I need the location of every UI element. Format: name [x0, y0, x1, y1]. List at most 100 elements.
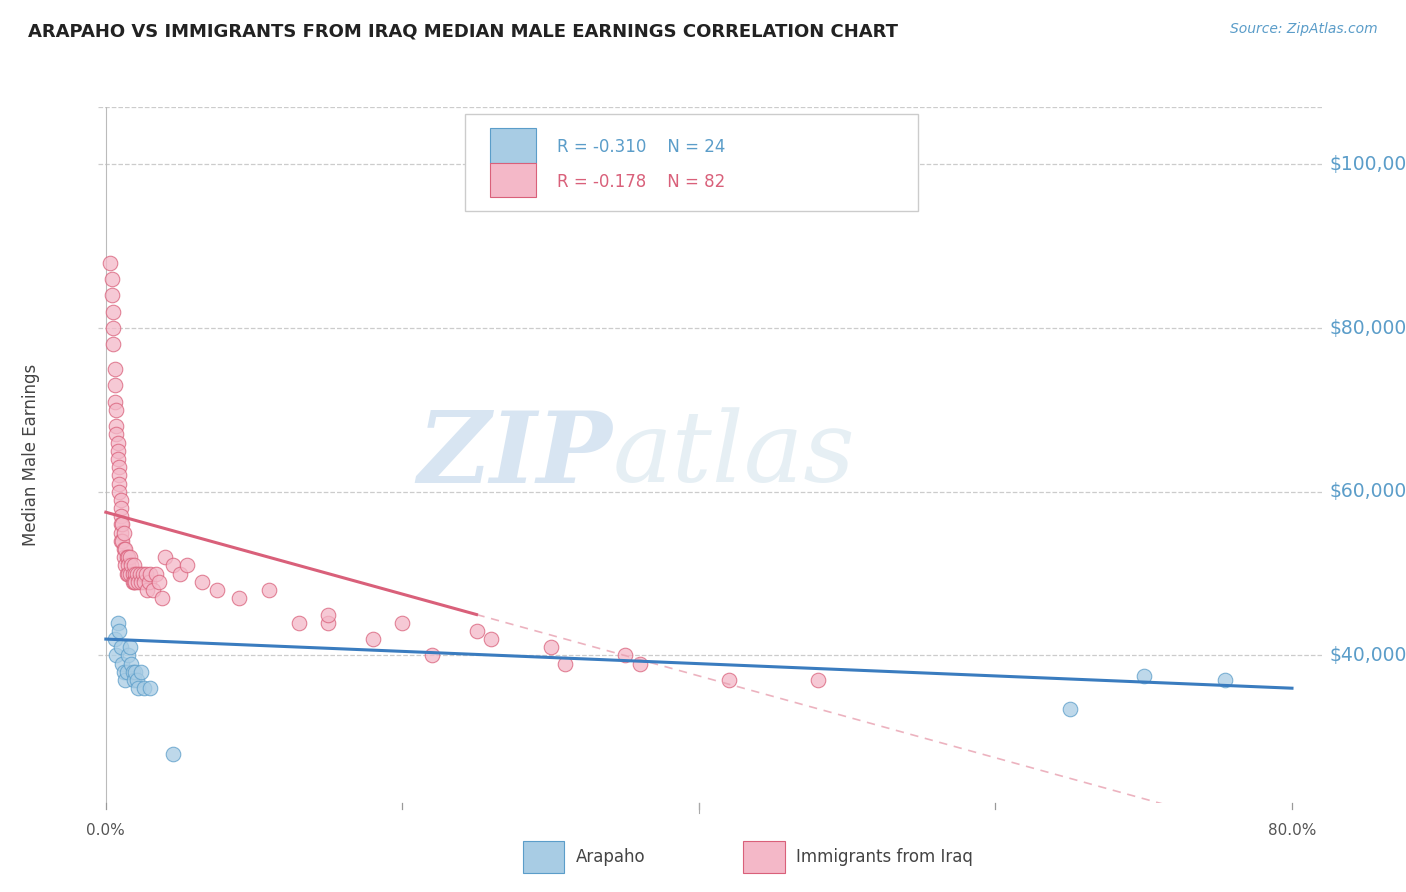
- Point: [117, 648, 139, 663]
- Point: [361, 632, 384, 646]
- Point: [122, 574, 145, 589]
- Point: [136, 582, 159, 597]
- Point: [124, 566, 146, 581]
- Point: [176, 558, 198, 573]
- Point: [115, 550, 138, 565]
- Point: [125, 673, 148, 687]
- Point: [1132, 669, 1154, 683]
- Point: [121, 665, 143, 679]
- Point: [127, 681, 149, 696]
- Point: [114, 673, 136, 687]
- Point: [108, 476, 131, 491]
- Point: [100, 288, 122, 302]
- Text: $60,000: $60,000: [1329, 483, 1406, 501]
- Text: 0.0%: 0.0%: [86, 823, 125, 838]
- Point: [205, 582, 228, 597]
- Point: [111, 533, 134, 548]
- Text: 80.0%: 80.0%: [1268, 823, 1316, 838]
- Point: [112, 665, 135, 679]
- Point: [138, 574, 160, 589]
- FancyBboxPatch shape: [489, 163, 536, 197]
- Point: [103, 321, 125, 335]
- Point: [145, 566, 167, 581]
- Point: [135, 566, 157, 581]
- Point: [115, 566, 138, 581]
- Point: [108, 460, 131, 475]
- Text: $40,000: $40,000: [1329, 646, 1406, 665]
- Point: [112, 542, 135, 557]
- Point: [117, 566, 139, 581]
- Point: [120, 657, 142, 671]
- Point: [806, 673, 828, 687]
- Text: R = -0.310    N = 24: R = -0.310 N = 24: [557, 138, 725, 156]
- Point: [104, 632, 127, 646]
- Point: [134, 681, 156, 696]
- Point: [1059, 701, 1081, 715]
- Point: [122, 558, 145, 573]
- Point: [717, 673, 740, 687]
- Point: [104, 378, 127, 392]
- Point: [129, 566, 152, 581]
- Point: [139, 681, 162, 696]
- Point: [105, 427, 128, 442]
- Point: [104, 362, 127, 376]
- Point: [134, 574, 156, 589]
- Point: [465, 624, 488, 638]
- Point: [169, 566, 191, 581]
- Point: [112, 550, 135, 565]
- Point: [127, 574, 149, 589]
- Point: [117, 550, 139, 565]
- Point: [117, 558, 139, 573]
- Point: [107, 435, 129, 450]
- Point: [191, 574, 214, 589]
- Point: [105, 403, 128, 417]
- Point: [110, 492, 132, 507]
- Point: [118, 566, 141, 581]
- Point: [257, 582, 280, 597]
- Point: [120, 558, 142, 573]
- Point: [110, 525, 132, 540]
- Point: [121, 574, 143, 589]
- Point: [153, 550, 176, 565]
- Point: [1213, 673, 1236, 687]
- Text: Median Male Earnings: Median Male Earnings: [22, 364, 41, 546]
- Text: R = -0.178    N = 82: R = -0.178 N = 82: [557, 173, 725, 191]
- Point: [150, 591, 173, 606]
- Point: [107, 443, 129, 458]
- Text: ZIP: ZIP: [418, 407, 612, 503]
- Point: [112, 525, 135, 540]
- Point: [162, 747, 184, 761]
- Point: [110, 640, 132, 655]
- Point: [103, 304, 125, 318]
- Point: [108, 484, 131, 499]
- FancyBboxPatch shape: [489, 128, 536, 162]
- Point: [628, 657, 651, 671]
- Point: [613, 648, 636, 663]
- Point: [108, 468, 131, 483]
- Point: [125, 566, 148, 581]
- Point: [124, 574, 146, 589]
- FancyBboxPatch shape: [523, 841, 564, 873]
- Point: [114, 558, 136, 573]
- Point: [118, 640, 141, 655]
- Point: [110, 517, 132, 532]
- Point: [420, 648, 443, 663]
- Point: [142, 582, 165, 597]
- Point: [316, 607, 339, 622]
- Point: [122, 673, 145, 687]
- Point: [131, 665, 153, 679]
- Point: [114, 542, 136, 557]
- Point: [110, 501, 132, 516]
- Text: $80,000: $80,000: [1329, 318, 1406, 337]
- Point: [105, 648, 128, 663]
- Point: [111, 517, 134, 532]
- Point: [103, 337, 125, 351]
- Point: [107, 452, 129, 467]
- FancyBboxPatch shape: [742, 841, 785, 873]
- Point: [104, 394, 127, 409]
- Point: [100, 272, 122, 286]
- Point: [162, 558, 184, 573]
- Point: [107, 615, 129, 630]
- Text: Immigrants from Iraq: Immigrants from Iraq: [796, 848, 973, 866]
- Point: [98, 255, 121, 269]
